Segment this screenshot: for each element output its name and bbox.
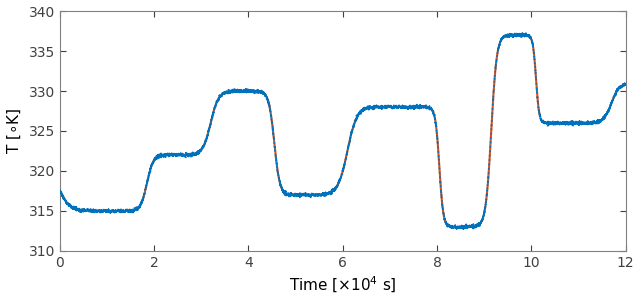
X-axis label: Time [$\times 10^4$ s]: Time [$\times 10^4$ s] xyxy=(289,275,397,296)
Y-axis label: T [$\circ$K]: T [$\circ$K] xyxy=(6,108,23,154)
